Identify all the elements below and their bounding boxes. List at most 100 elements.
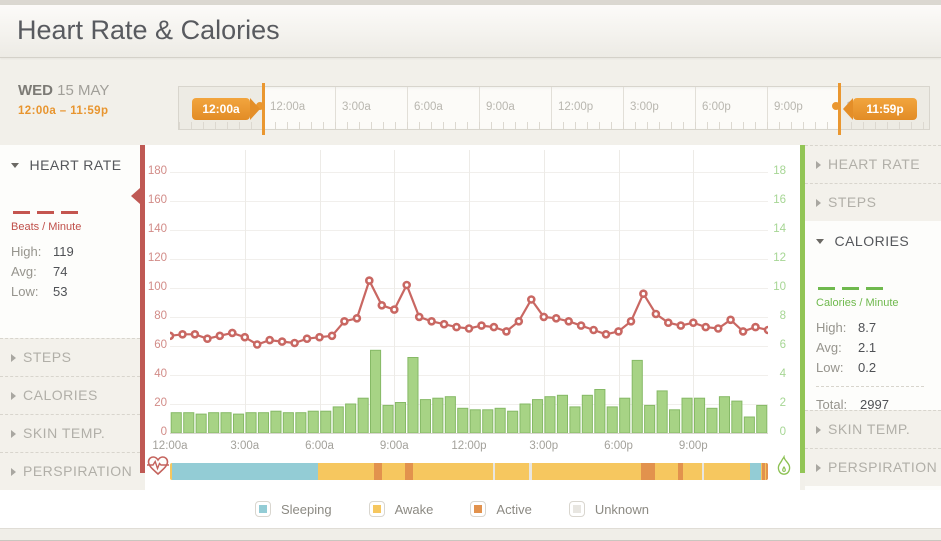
time-range-slider[interactable]: 12:00a 3:00a 6:00a 9:00a 12:00p 3:00p 6:00p 9:0… xyxy=(178,83,930,135)
right-sidebar: HEART RATE STEPS CALORIES Calories / Minu… xyxy=(805,145,941,490)
legend-item-active: Active xyxy=(470,501,532,517)
heart-rate-axis-tick: 100 xyxy=(147,281,167,293)
panel-heart-rate-header[interactable]: HEART RATE xyxy=(11,157,140,175)
panel-calories-header[interactable]: CALORIES xyxy=(816,233,941,251)
chevron-right-icon xyxy=(816,464,821,473)
page-header: Heart Rate & Calories xyxy=(0,5,941,58)
activity-segment-active xyxy=(762,463,765,480)
chevron-right-icon xyxy=(11,430,16,439)
activity-segment-active xyxy=(678,463,684,480)
legend-item-sleeping: Sleeping xyxy=(255,501,332,517)
heart-rate-calories-plot xyxy=(170,150,768,434)
heart-rate-axis-tick: 60 xyxy=(154,339,167,351)
calories-axis-tick: 16 xyxy=(773,194,786,206)
date-timeline-row: WED 15 MAY 12:00a – 11:59p 12:00a 3:00a 6:… xyxy=(0,58,941,145)
heart-rate-axis-tick: 120 xyxy=(147,252,167,264)
heart-rate-axis-tick: 40 xyxy=(154,368,167,380)
panel-skin-temp[interactable]: SKIN TEMP. xyxy=(805,410,941,448)
panel-heart-rate[interactable]: HEART RATE xyxy=(805,145,941,183)
heart-rate-pointer-icon xyxy=(131,188,140,204)
awake-swatch-icon xyxy=(368,501,385,517)
stat-low: Low: 53 xyxy=(11,284,68,299)
activity-segment-unknown xyxy=(493,463,496,480)
timeline-tick-label: 3:00a xyxy=(342,101,371,113)
timeline-gridline xyxy=(767,87,768,129)
timeline-end-handle-dot[interactable] xyxy=(832,102,840,110)
panel-label: CALORIES xyxy=(23,387,98,403)
timeline-gridline xyxy=(407,87,408,129)
date-block: WED 15 MAY 12:00a – 11:59p xyxy=(18,82,109,117)
heart-rate-axis-tick: 160 xyxy=(147,194,167,206)
timeline-end-tag[interactable]: 11:59p xyxy=(853,98,917,120)
activity-segment-unknown xyxy=(701,463,704,480)
timeline-minor-ticks xyxy=(179,122,929,129)
heart-rate-accent-bar xyxy=(140,145,145,473)
heart-rate-unit-label: Beats / Minute xyxy=(11,221,82,233)
panel-steps[interactable]: STEPS xyxy=(805,183,941,221)
heart-rate-axis-tick: 0 xyxy=(160,426,167,438)
timeline-start-handle[interactable] xyxy=(262,83,265,135)
calories-axis-tick: 2 xyxy=(779,397,786,409)
chevron-right-icon xyxy=(11,392,16,401)
stat-total: Total: 2997 xyxy=(816,397,889,412)
panel-calories-title: CALORIES xyxy=(834,233,910,249)
timeline-gridline xyxy=(623,87,624,129)
activity-segment-active xyxy=(404,463,414,480)
panel-label: SKIN TEMP. xyxy=(23,425,106,441)
calories-axis-tick: 4 xyxy=(779,368,786,380)
heart-rate-line-sample-icon xyxy=(13,201,140,214)
page-title: Heart Rate & Calories xyxy=(17,15,280,45)
panel-perspiration[interactable]: PERSPIRATION xyxy=(0,452,140,490)
left-sidebar: HEART RATE Beats / Minute High: 119 Avg:… xyxy=(0,145,140,490)
stat-high: High: 119 xyxy=(11,244,74,259)
legend-label: Unknown xyxy=(594,501,650,517)
activity-legend: Sleeping Awake Active Unknown xyxy=(0,490,941,528)
panel-perspiration[interactable]: PERSPIRATION xyxy=(805,448,941,486)
bottom-strip xyxy=(0,528,941,540)
activity-segment-unknown xyxy=(528,463,532,480)
calories-axis-tick: 10 xyxy=(773,281,786,293)
legend-item-unknown: Unknown xyxy=(568,501,650,517)
time-axis-tick: 6:00a xyxy=(305,440,334,452)
panel-label: PERSPIRATION xyxy=(23,463,133,479)
chevron-right-icon xyxy=(816,426,821,435)
timeline-tick-label: 12:00a xyxy=(270,101,306,113)
activity-segment-sleeping xyxy=(171,463,318,480)
stat-avg: Avg: 74 xyxy=(11,264,68,279)
time-range-label: 12:00a – 11:59p xyxy=(18,105,109,117)
divider xyxy=(816,386,924,387)
panel-skin-temp[interactable]: SKIN TEMP. xyxy=(0,414,140,452)
timeline-tick-label: 12:00p xyxy=(558,101,594,113)
panel-calories: CALORIES Calories / Minute High: 8.7 Avg… xyxy=(805,221,941,412)
activity-segment-active xyxy=(640,463,656,480)
timeline-gridline xyxy=(695,87,696,129)
legend-label: Active xyxy=(496,501,532,517)
legend-label: Awake xyxy=(394,501,434,517)
timeline-tick-label: 9:00p xyxy=(774,101,803,113)
calories-axis-tick: 6 xyxy=(779,339,786,351)
legend-item-awake: Awake xyxy=(368,501,434,517)
heart-pulse-icon xyxy=(147,456,169,476)
panel-label: PERSPIRATION xyxy=(828,459,938,475)
timeline-end-handle[interactable] xyxy=(838,83,841,135)
activity-strip xyxy=(170,463,768,480)
time-axis-tick: 3:00a xyxy=(230,440,260,452)
timeline-tick-label: 6:00p xyxy=(702,101,731,113)
stat-high: High: 8.7 xyxy=(816,320,877,335)
chart-area: 0 20 40 60 80 100 120 140 160 180 12:00a 3:00a 6:00… xyxy=(145,145,800,490)
timeline-gridline xyxy=(551,87,552,129)
timeline-tick-label: 3:00p xyxy=(630,101,659,113)
timeline-gridline xyxy=(479,87,480,129)
chevron-right-icon xyxy=(816,199,821,208)
date-label: WED 15 MAY xyxy=(18,82,109,99)
timeline-start-tag[interactable]: 12:00a xyxy=(192,98,250,120)
timeline-tick-label: 6:00a xyxy=(414,101,443,113)
panel-calories[interactable]: CALORIES xyxy=(0,376,140,414)
timeline-tick-label: 9:00a xyxy=(486,101,515,113)
calories-axis-tick: 14 xyxy=(773,223,786,235)
panel-label: STEPS xyxy=(23,349,72,365)
panel-steps[interactable]: STEPS xyxy=(0,338,140,376)
activity-segment-sleeping xyxy=(750,463,761,480)
stat-avg: Avg: 2.1 xyxy=(816,340,877,355)
calories-accent-bar xyxy=(800,145,805,473)
